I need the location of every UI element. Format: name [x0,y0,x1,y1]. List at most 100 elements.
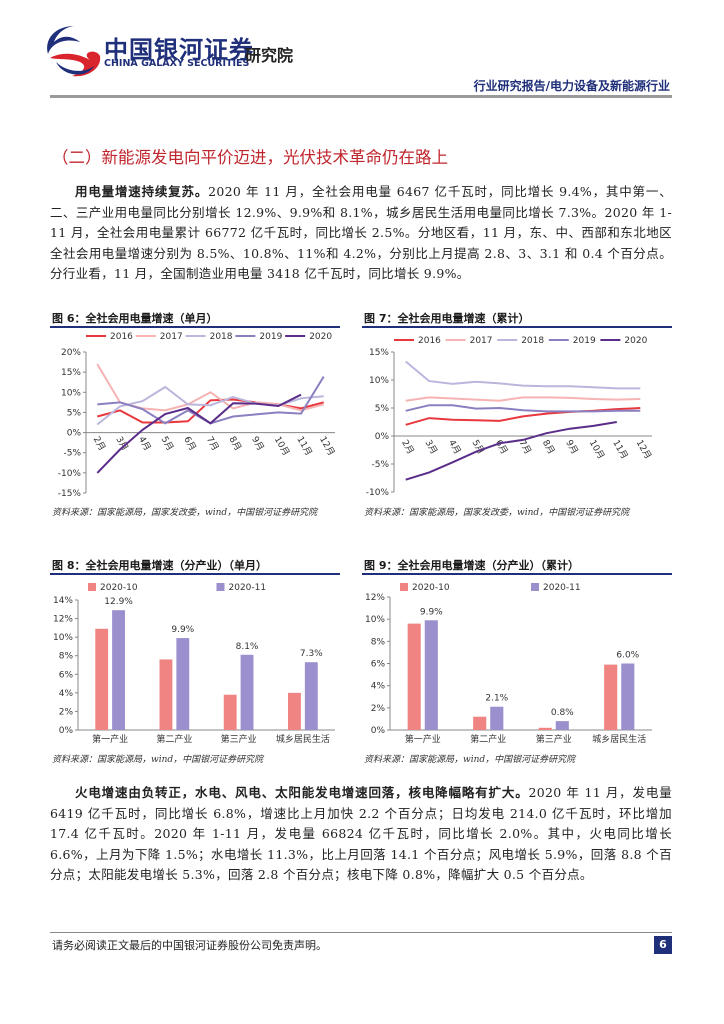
series-line [405,360,641,390]
institute: 研究院 [245,46,294,65]
x-tick-label: 第二产业 [470,733,506,745]
y-tick-label: 15% [61,368,81,378]
y-tick-label: 10% [61,388,81,398]
legend-label: 2018 [521,336,544,346]
bar [176,638,190,730]
legend-label: 2020 [309,332,332,342]
bar [304,662,318,730]
paragraph: 火电增速由负转正，水电、风电、太阳能发电增速回落，核电降幅略有扩大。2020 年… [50,783,672,886]
y-tick-label: 0% [375,432,390,442]
logo-mark [47,26,101,77]
y-tick-label: 14% [53,596,73,606]
title-rule [362,573,672,575]
bar [223,694,237,730]
page-number: 6 [654,936,672,954]
y-tick-label: 20% [61,348,81,358]
paragraph-text: 2020 年 11 月，全社会用电量 6467 亿千瓦时，同比增长 9.4%，其… [50,184,672,282]
chart-source: 资料来源：国家能源局，wind，中国银河证券研究院 [364,755,576,765]
bar [95,628,109,730]
chart: 2016 2017 2018 2019 2020 -10% -5% 0% 5% 10% 15% 2月 3… [366,336,654,498]
y-tick-label: -10% [366,488,390,498]
y-tick-label: 2% [371,704,386,714]
y-tick-label: 10% [369,376,389,386]
bar [473,716,487,730]
x-tick-label: 11月 [294,435,314,458]
title-rule [50,326,340,328]
y-tick-label: 8% [371,637,386,647]
chart-source: 资料来源：国家能源局，wind，中国银河证券研究院 [52,755,264,765]
legend-label: 2020-10 [100,583,138,593]
value-label: 2.1% [485,694,508,704]
legend-swatch [216,583,225,591]
series-line [405,421,617,481]
x-tick-label: 4月 [446,438,463,456]
value-label: 0.8% [551,708,574,718]
logo-en: CHINA GALAXY SECURITIES [104,58,250,69]
series-line [405,396,641,402]
chart-title: 图 6：全社会用电量增速（单月） [52,312,218,325]
title-rule [50,573,340,575]
x-tick-label: 第二产业 [156,733,192,745]
y-tick-label: 0% [59,726,74,736]
y-tick-label: 4% [371,682,386,692]
bar [555,721,569,730]
report-type: 行业研究报告/电力设备及新能源行业 [473,79,670,93]
legend-label: 2020-10 [412,583,450,593]
paragraph-lead: 用电量增速持续复苏。 [75,184,209,199]
legend-label: 2020 [624,336,647,346]
y-tick-label: -10% [58,469,82,479]
value-label: 12.9% [104,597,133,607]
y-tick-label: 0% [371,726,386,736]
value-label: 9.9% [171,625,194,635]
legend-label: 2019 [259,332,282,342]
y-tick-label: 10% [53,633,73,643]
legend-label: 2020-11 [229,583,267,593]
bar [604,664,618,730]
paragraph-text: 2020 年 11 月，发电量 6419 亿千瓦时，同比增长 6.8%，增速比上… [50,785,673,883]
x-tick-label: 城乡居民生活 [592,733,646,745]
x-tick-label: 第一产业 [92,733,128,745]
bar [621,663,635,730]
chart-source: 资料来源：国家能源局，国家发改委，wind，中国银河证券研究院 [52,508,318,518]
x-tick-label: 8月 [227,435,244,453]
section-title: （二）新能源发电向平价迈进，光伏技术革命仍在路上 [52,148,448,167]
legend-swatch [400,583,408,591]
x-tick-label: 2月 [399,438,416,456]
y-tick-label: 12% [53,615,73,625]
x-tick-label: 城乡居民生活 [276,733,330,745]
legend-label: 2018 [210,332,233,342]
y-tick-label: 2% [59,707,74,717]
y-tick-label: 0% [67,429,82,439]
y-tick-label: 10% [365,615,385,625]
y-tick-label: -5% [371,460,389,470]
x-tick-label: 8月 [540,438,557,456]
chart-source: 资料来源：国家能源局，国家发改委，wind，中国银河证券研究院 [364,508,630,518]
x-tick-label: 6月 [493,438,510,456]
y-tick-label: 4% [59,689,74,699]
x-tick-label: 第三产业 [221,733,257,745]
x-tick-label: 10月 [587,438,607,461]
chart-title: 图 8：全社会用电量增速（分产业）（单月） [52,559,267,572]
bar [240,654,254,730]
bar [490,706,504,730]
x-tick-label: 10月 [272,435,292,458]
legend-swatch [531,583,539,591]
y-tick-label: 15% [369,348,389,358]
legend-label: 2019 [573,336,596,346]
footer-rule [50,932,672,933]
y-tick-label: 6% [371,660,386,670]
x-tick-label: 9月 [563,438,580,456]
value-label: 9.9% [420,607,443,617]
y-tick-label: -15% [58,489,82,499]
paragraph: 用电量增速持续复苏。2020 年 11 月，全社会用电量 6467 亿千瓦时，同… [50,182,672,285]
chart: 2016 2017 2018 2019 2020 -15% -10% -5% 0% 5% 10% 15… [58,332,337,499]
x-tick-label: 3月 [423,438,440,456]
paragraph-lead: 火电增速由负转正，水电、风电、太阳能发电增速回落，核电降幅略有扩大。 [75,785,529,800]
x-tick-label: 第三产业 [536,733,572,745]
logo-cn: 中国银河证券 [104,35,254,64]
x-tick-label: 12月 [634,438,654,461]
legend-label: 2020-11 [543,583,581,593]
chart: 2020-10 2020-11 0% 2% 4% 6% 8% 10% 12% 第一产业 9.9% 第二… [365,583,652,745]
value-label: 8.1% [236,642,259,652]
